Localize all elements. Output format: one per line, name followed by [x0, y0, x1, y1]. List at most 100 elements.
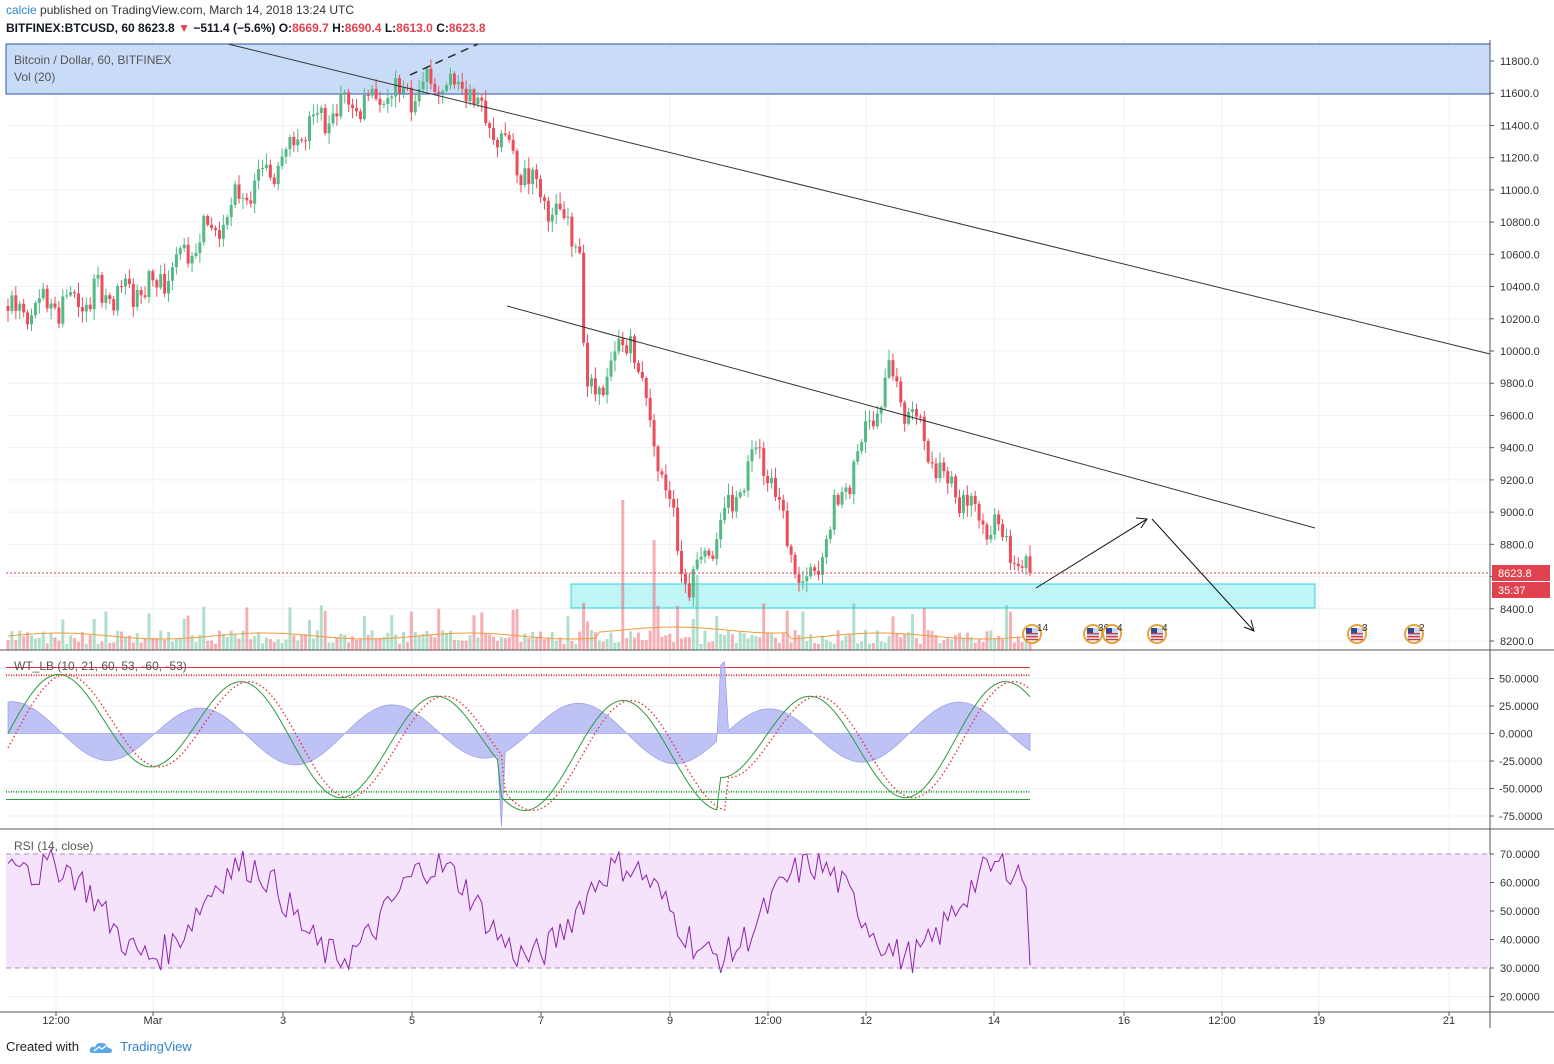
volume-bar — [261, 643, 265, 650]
candle-body — [824, 539, 828, 558]
candle-body — [272, 177, 276, 185]
candle-body — [120, 286, 124, 288]
volume-bar — [535, 637, 539, 650]
projection-arrow-down[interactable] — [1151, 518, 1255, 632]
volume-bar — [586, 621, 590, 650]
candle-body — [45, 288, 49, 309]
volume-bar — [691, 618, 695, 650]
volume-bar — [69, 635, 73, 650]
candle-body — [660, 471, 664, 475]
volume-bar — [636, 632, 640, 650]
candle-body — [746, 461, 750, 491]
main-legend-vol[interactable]: Vol (20) — [14, 70, 55, 84]
volume-bar — [699, 643, 703, 650]
volume-bar — [668, 633, 672, 650]
us-flag-event-icon[interactable]: 2 — [1404, 623, 1425, 644]
volume-bar — [832, 643, 836, 650]
candle-body — [899, 381, 903, 403]
dashed-trendline[interactable] — [409, 43, 479, 76]
us-flag-event-icon[interactable]: 14 — [1022, 623, 1049, 644]
main-legend-title[interactable]: Bitcoin / Dollar, 60, BITFINEX — [14, 53, 171, 67]
volume-bars — [6, 500, 1032, 650]
volume-bar — [104, 611, 108, 650]
candle-body — [182, 244, 186, 249]
candle-body — [65, 295, 69, 297]
candle-body — [711, 555, 715, 559]
candle-body — [668, 490, 672, 500]
volume-bar — [468, 635, 472, 650]
tradingview-link[interactable]: TradingView — [120, 1039, 192, 1054]
volume-bar — [958, 632, 962, 650]
candle-body — [163, 274, 167, 294]
wt-legend[interactable]: WT_LB (10, 21, 60, 53, -60, -53) — [14, 659, 187, 673]
candle-body — [597, 387, 601, 395]
volume-bar — [452, 639, 456, 650]
volume-bar — [323, 610, 327, 650]
candle-body — [539, 178, 543, 198]
volume-bar — [304, 634, 308, 650]
volume-bar — [895, 633, 899, 650]
candle-body — [437, 91, 441, 94]
last-price: 8623.8 — [138, 21, 175, 35]
candle-body — [351, 104, 355, 109]
volume-bar — [37, 637, 41, 650]
candle-body — [178, 248, 182, 255]
volume-bar — [174, 639, 178, 650]
lower-trendline[interactable] — [506, 305, 1316, 529]
volume-bar — [938, 643, 942, 650]
wt-tick-label: 25.0000 — [1499, 701, 1539, 713]
volume-bar — [519, 642, 523, 650]
candle-body — [531, 169, 535, 185]
volume-bar — [558, 637, 562, 650]
projection-arrow-down-head — [1243, 619, 1255, 632]
volume-bar — [170, 641, 174, 650]
projection-arrow-up[interactable] — [1035, 518, 1148, 589]
volume-bar — [879, 641, 883, 650]
volume-bar — [249, 639, 253, 650]
volume-bar — [734, 642, 738, 650]
candle-body — [147, 271, 151, 298]
candle-body — [472, 89, 476, 105]
upper-trendline[interactable] — [227, 43, 1491, 355]
candle-body — [977, 504, 981, 521]
rsi-legend[interactable]: RSI (14, close) — [14, 839, 93, 853]
volume-bar — [1016, 636, 1020, 650]
volume-bar — [723, 634, 727, 650]
us-flag-event-icon[interactable]: 3 — [1347, 623, 1368, 644]
volume-bar — [582, 602, 586, 650]
candle-body — [456, 81, 460, 85]
volume-bar — [241, 630, 245, 650]
resistance-zone[interactable] — [5, 43, 1491, 95]
candle-body — [574, 246, 578, 248]
volume-bar — [793, 630, 797, 650]
volume-bar — [523, 633, 527, 650]
price-tick-label: 8200.0 — [1500, 636, 1534, 648]
candle-body — [922, 416, 926, 442]
volume-bar — [942, 640, 946, 650]
volume-bar — [989, 630, 993, 650]
event-markers[interactable]: 14 36 4 4 3 2 — [1022, 623, 1425, 644]
candle-body — [143, 295, 147, 298]
candle-body — [190, 256, 194, 264]
volume-bar — [621, 500, 625, 650]
support-zone[interactable] — [570, 583, 1316, 609]
candle-body — [903, 402, 907, 424]
candle-body — [241, 197, 245, 199]
candle-body — [366, 94, 370, 96]
us-flag-event-icon[interactable]: 4 — [1147, 623, 1168, 644]
rsi-axis-labels: 70.0000 60.0000 50.0000 40.0000 30.0000 20.00… — [1490, 849, 1540, 1004]
candle-body — [394, 78, 398, 97]
candle-body — [429, 68, 433, 84]
volume-bar — [993, 638, 997, 650]
candle-body — [229, 204, 233, 218]
volume-bar — [676, 605, 680, 650]
symbol-label[interactable]: BITFINEX:BTCUSD, 60 — [6, 21, 135, 35]
price-tick-label: 11400.0 — [1500, 120, 1539, 132]
volume-bar — [33, 638, 37, 650]
author-link[interactable]: calcie — [6, 3, 37, 17]
time-tick-label: 3 — [280, 1015, 286, 1027]
volume-bar — [225, 636, 229, 650]
candle-body — [1020, 566, 1024, 568]
us-flag-event-icon[interactable]: 4 — [1102, 623, 1123, 644]
